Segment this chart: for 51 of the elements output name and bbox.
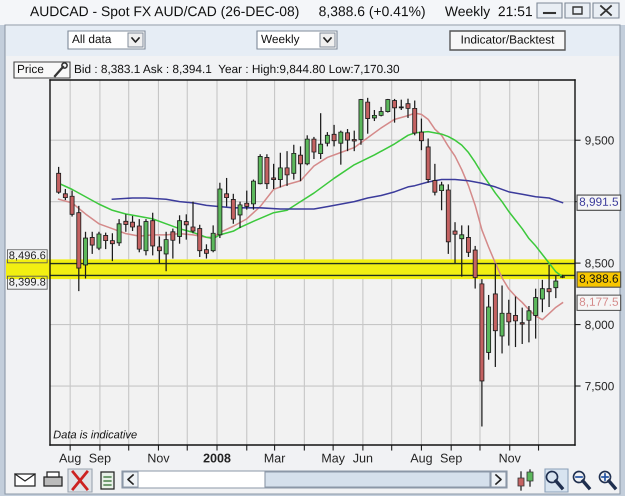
text: Weekly (261, 34, 300, 46)
x-tick-label: Aug (59, 454, 80, 465)
annotation: Data is indicative (53, 430, 137, 438)
text: Price (18, 64, 44, 74)
x-tick-label: Sep (89, 454, 111, 465)
candlestick (365, 97, 370, 134)
data-label: 8,991.5 (580, 198, 618, 208)
candlestick (298, 146, 303, 182)
text: Indicator/Backtest (462, 35, 554, 44)
x-tick-label: Nov (500, 454, 521, 463)
text: All data (72, 34, 112, 44)
candlestick (197, 224, 202, 258)
annotation: 8,388.6 (580, 274, 618, 284)
y-tick-label: 9,500 (585, 136, 614, 146)
candlestick (419, 118, 424, 151)
y-tick-label: 8,000 (585, 320, 614, 330)
data-label: 8,177.5 (580, 298, 618, 308)
candlestick (466, 224, 471, 258)
x-tick-label: Sep (440, 454, 462, 465)
x-tick-label: Mar (264, 454, 286, 463)
candlestick (251, 178, 256, 210)
candlestick (553, 275, 558, 299)
candlestick (352, 130, 357, 152)
ref-line-label: 8,496.6 (9, 251, 46, 261)
candlestick (520, 306, 525, 345)
candlestick (90, 231, 95, 255)
candlestick (190, 201, 196, 234)
candlestick (338, 130, 344, 166)
y-tick-label: 7,500 (585, 382, 614, 392)
candlestick (184, 214, 189, 240)
ref-line-label: 8,399.8 (9, 278, 46, 287)
candlestick (244, 190, 250, 210)
candlestick (136, 218, 142, 253)
x-tick-label: Aug (410, 454, 432, 465)
x-tick-label: Jun (353, 454, 372, 463)
candlestick (406, 98, 410, 119)
x-tick-label: May (322, 454, 345, 465)
x-tick-label: Nov (148, 454, 170, 463)
candlestick (506, 299, 512, 346)
candlestick (513, 296, 518, 348)
line-series (58, 112, 564, 320)
candlestick (459, 224, 464, 278)
candlestick (452, 222, 458, 264)
candlestick (56, 166, 62, 194)
candlestick (345, 128, 350, 152)
x-tick-label: 2008 (204, 454, 231, 463)
candlestick (398, 99, 404, 111)
chart-title: AUDCAD - Spot FX AUD/CAD (26-DEC-08) 8,388.6 (+0.41%) Weekly 21:51 (30, 6, 532, 19)
y-tick-label: 8,500 (585, 259, 614, 269)
candlestick (291, 144, 296, 180)
chart-subtitle: Bid : 8,383.1 Ask : 8,394.1 Year : High:9,844.80 Low:7,170.30 (74, 64, 400, 76)
